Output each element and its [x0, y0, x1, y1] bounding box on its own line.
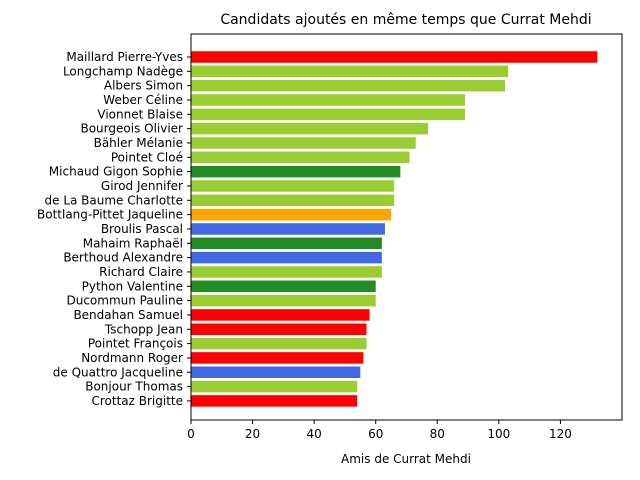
- category-label: Richard Claire: [99, 265, 183, 279]
- x-tick-label: 120: [549, 427, 572, 441]
- bar: [191, 337, 367, 350]
- bar: [191, 122, 429, 135]
- category-label: Michaud Gigon Sophie: [49, 165, 183, 179]
- category-label: Girod Jennifer: [101, 179, 183, 193]
- category-label: Bourgeois Olivier: [80, 122, 183, 136]
- x-axis-title: Amis de Currat Mehdi: [341, 452, 471, 466]
- category-label: Bendahan Samuel: [73, 308, 183, 322]
- bar: [191, 280, 376, 293]
- bar: [191, 51, 598, 63]
- bar: [191, 266, 382, 278]
- category-label: Longchamp Nadège: [63, 64, 183, 78]
- category-label: Weber Céline: [103, 93, 183, 107]
- category-label: Bottlang-Pittet Jaqueline: [37, 208, 183, 222]
- bar: [191, 94, 465, 106]
- bar: [191, 251, 382, 264]
- bar: [191, 137, 416, 149]
- bar: [191, 194, 395, 207]
- category-label: Pointet Cloé: [111, 150, 183, 164]
- category-label: Nordmann Roger: [81, 351, 183, 365]
- x-tick-label: 20: [245, 427, 260, 441]
- category-label: Vionnet Blaise: [97, 107, 183, 121]
- plot-frame: [190, 33, 623, 421]
- bar: [191, 309, 370, 321]
- category-label: Python Valentine: [82, 279, 183, 293]
- category-label: Mahaim Raphaël: [83, 236, 183, 250]
- bar: [191, 352, 364, 364]
- bar: [191, 395, 358, 407]
- x-tick-label: 0: [187, 427, 195, 441]
- bar: [191, 108, 465, 121]
- category-label: Albers Simon: [104, 79, 183, 93]
- bar: [191, 294, 376, 307]
- x-tick-label: 100: [487, 427, 510, 441]
- category-label: Tschopp Jean: [104, 322, 183, 336]
- category-label: Broulis Pascal: [101, 222, 183, 236]
- x-tick-label: 40: [307, 427, 322, 441]
- bar: [191, 366, 361, 379]
- bar: [191, 223, 385, 235]
- bar: [191, 79, 506, 92]
- bar: [191, 237, 382, 250]
- bar: [191, 180, 395, 192]
- bar: [191, 151, 410, 164]
- bar: [191, 380, 358, 393]
- category-label: Berthoud Alexandre: [63, 251, 183, 265]
- category-label: de Quattro Jacqueline: [53, 365, 183, 379]
- category-label: Crottaz Brigitte: [91, 394, 183, 408]
- bar: [191, 208, 392, 221]
- category-label: Maillard Pierre-Yves: [66, 50, 183, 64]
- category-label: Bonjour Thomas: [85, 380, 183, 394]
- bars-group: [191, 51, 598, 407]
- bar: [191, 65, 509, 78]
- x-tick-label: 80: [430, 427, 445, 441]
- x-tick-label: 60: [368, 427, 383, 441]
- category-label: de La Baume Charlotte: [45, 193, 184, 207]
- chart-title: Candidats ajoutés en même temps que Curr…: [220, 12, 591, 28]
- category-label: Pointet François: [88, 337, 183, 351]
- bar: [191, 323, 367, 336]
- category-label: Bähler Mélanie: [94, 136, 183, 150]
- x-axis-ticks: 0 20 40 60 80 100 120: [187, 420, 572, 441]
- bar: [191, 165, 401, 178]
- category-label: Ducommun Pauline: [66, 294, 183, 308]
